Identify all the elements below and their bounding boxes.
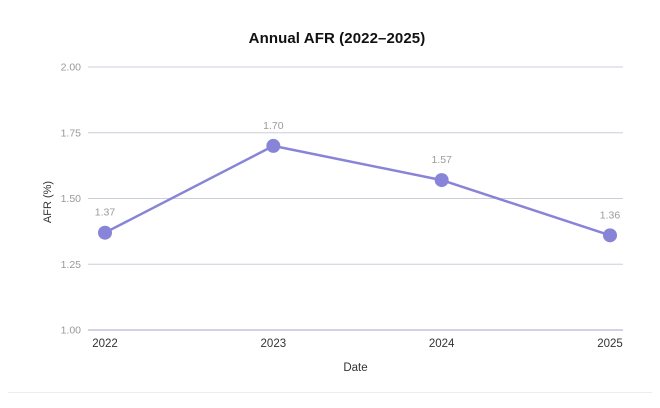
data-point-label: 1.36	[600, 209, 621, 221]
data-point-label: 1.37	[95, 207, 116, 219]
series-line	[103, 144, 612, 237]
y-tick-label: 2.00	[61, 62, 82, 74]
data-point[interactable]	[266, 138, 281, 153]
data-point[interactable]	[98, 225, 112, 240]
x-tick-label: 2024	[429, 338, 455, 350]
y-axis-title-text: AFR (%)	[42, 180, 54, 224]
y-tick-label: 1.00	[61, 325, 82, 337]
data-point-label: 1.70	[263, 120, 284, 132]
x-tick-label: 2025	[597, 338, 623, 350]
y-tick-label: 1.25	[61, 259, 82, 271]
x-tick-label: 2022	[92, 338, 118, 350]
x-axis-title: Date	[343, 362, 368, 374]
y-tick-label: 1.50	[61, 193, 82, 205]
y-tick-label: 1.75	[61, 127, 82, 139]
data-point-label: 1.57	[431, 154, 452, 166]
data-point[interactable]	[434, 173, 449, 188]
x-tick-label: 2023	[261, 338, 287, 350]
bottom-separator	[8, 392, 652, 393]
data-point[interactable]	[603, 228, 617, 243]
chart-title: Annual AFR (2022–2025)	[248, 30, 426, 47]
